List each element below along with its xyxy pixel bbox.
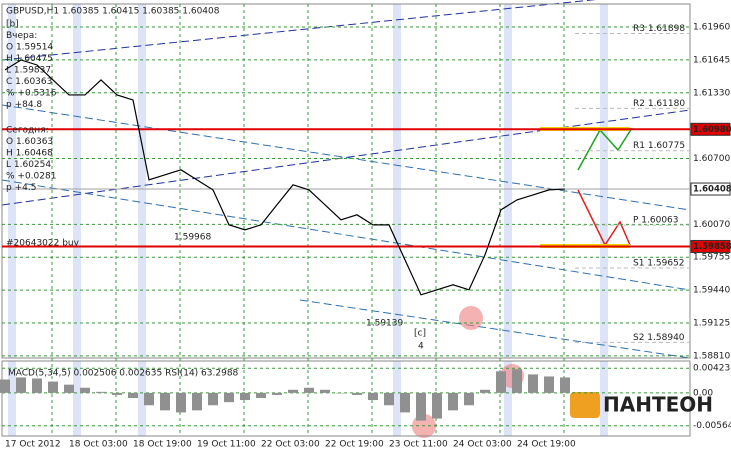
bar <box>48 381 58 393</box>
bar <box>496 371 506 393</box>
pivot-label: P 1.60063 <box>633 216 679 226</box>
pivot-label: R1 1.60775 <box>633 141 685 151</box>
bar <box>32 378 42 393</box>
annotation: 1.59139 <box>366 319 403 329</box>
info-line: H 1.60475 <box>6 54 53 64</box>
level-tag <box>690 182 731 196</box>
logo: ПАНТЕОН <box>570 392 713 418</box>
bar <box>96 391 106 393</box>
logo-text: ПАНТЕОН <box>603 393 713 417</box>
x-tick-label: 19 Oct 11:00 <box>197 440 256 450</box>
bar <box>128 392 138 399</box>
bar <box>560 377 570 393</box>
level-label: 1.60980 <box>693 125 731 135</box>
bar <box>368 392 378 401</box>
annotation: [c] <box>414 329 426 339</box>
bar <box>160 392 170 411</box>
bar <box>16 377 26 393</box>
main-frame <box>1 3 691 359</box>
x-tick-label: 22 Oct 19:00 <box>325 440 384 450</box>
level-tag <box>690 239 731 253</box>
info-line: O 1.60363 <box>6 137 53 147</box>
bar <box>464 392 474 406</box>
bar <box>0 379 10 393</box>
annotation: 1.59968 <box>174 233 211 243</box>
bar <box>80 387 90 393</box>
y-tick-label: 1.60700 <box>693 154 730 164</box>
pivot-label: S2 1.58940 <box>633 333 685 343</box>
bar <box>336 392 346 394</box>
bar <box>208 392 218 406</box>
annotation: 4 <box>418 342 424 352</box>
y-tick-label: 1.61330 <box>693 88 730 98</box>
price-line <box>4 59 566 296</box>
info-line: H 1.60468 <box>6 149 53 159</box>
pivot-label: S1 1.59652 <box>633 258 685 268</box>
info-line: % +0.0281 <box>6 172 56 182</box>
bands <box>8 4 608 436</box>
chart-title: GBPUSD,H1 1.60385 1.60415 1.60385 1.6040… <box>6 7 220 17</box>
info-line: Сегодня: <box>6 126 49 136</box>
bar <box>432 392 442 419</box>
bar <box>384 392 394 406</box>
bar <box>480 389 490 393</box>
pivot-label: R3 1.61898 <box>633 24 685 34</box>
y-tick-label: 1.59440 <box>693 286 730 296</box>
bar <box>144 392 154 406</box>
pivot-label: R2 1.61180 <box>633 99 685 109</box>
x-tick-label: 22 Oct 03:00 <box>261 440 320 450</box>
info-line: O 1.59514 <box>6 43 53 53</box>
sub-frame <box>1 360 691 437</box>
info-line: L 1.60254 <box>6 160 51 170</box>
x-tick-label: 18 Oct 19:00 <box>133 440 192 450</box>
x-tick-label: 18 Oct 03:00 <box>69 440 128 450</box>
y-tick-label: 1.61960 <box>693 22 730 32</box>
y-tick-label: 1.59125 <box>693 319 730 329</box>
level-label: 1.60408 <box>693 185 731 195</box>
bar <box>256 392 266 399</box>
y-tick-label: 0.004232 <box>693 364 731 374</box>
info-line: % +0.5316 <box>6 89 57 99</box>
bar <box>528 374 538 393</box>
y-tick-label: 1.58810 <box>693 351 730 361</box>
info-line: p +4.5 <box>6 183 36 193</box>
x-tick-label: 24 Oct 03:00 <box>453 440 512 450</box>
bar <box>64 384 74 393</box>
bar <box>512 369 522 393</box>
info-line: L 1.59837 <box>6 66 51 76</box>
info-line: C 1.60363 <box>6 77 52 87</box>
sub-title: MACD(5,34,5) 0.002506 0.002635 RSI(14) 6… <box>8 369 239 379</box>
bar <box>224 392 234 403</box>
level-tag <box>690 122 731 136</box>
bar <box>272 392 282 395</box>
bar <box>240 392 250 401</box>
x-tick-label: 23 Oct 11:00 <box>389 440 448 450</box>
bar <box>176 392 186 413</box>
x-tick-label: 17 Oct 2012 <box>5 440 61 450</box>
bar <box>448 392 458 411</box>
info-line: p +84.8 <box>6 100 42 110</box>
y-tick-label: 1.61645 <box>693 55 730 65</box>
bar <box>320 389 330 393</box>
bar <box>544 376 554 393</box>
annotation: #20643022 buy <box>6 239 80 249</box>
bar <box>352 392 362 395</box>
info-line: Вчера: <box>6 31 37 41</box>
y-tick-label: 1.60070 <box>693 220 730 230</box>
x-tick-label: 24 Oct 19:00 <box>517 440 576 450</box>
info-line: [b] <box>6 20 19 30</box>
y-tick-label: -0.00564 <box>693 421 731 431</box>
y-tick-label: 1.59755 <box>693 253 730 263</box>
y-tick-label: 0.00 <box>693 388 713 398</box>
bar <box>304 387 314 393</box>
bar <box>288 389 298 393</box>
level-label: 1.59858 <box>693 242 731 252</box>
bar <box>112 392 122 395</box>
bar <box>400 392 410 413</box>
bar <box>416 392 426 421</box>
bar <box>192 392 202 411</box>
